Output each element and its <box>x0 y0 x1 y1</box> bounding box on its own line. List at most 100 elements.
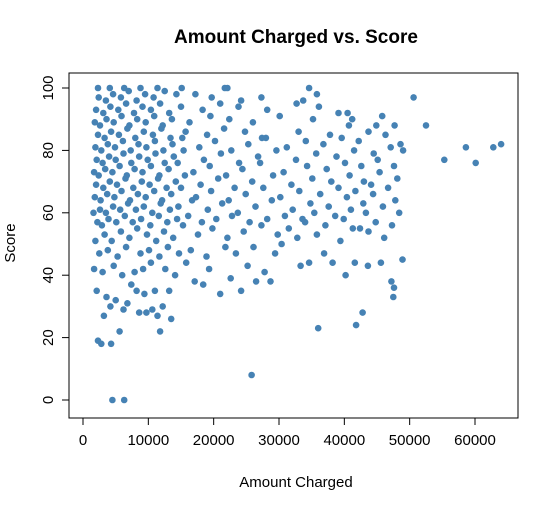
data-point-192 <box>181 172 189 179</box>
data-point-52 <box>171 271 179 279</box>
data-point-74 <box>232 250 240 257</box>
data-point-134 <box>102 209 110 217</box>
data-point-130 <box>379 203 387 210</box>
data-point-345 <box>117 94 125 101</box>
data-point-364 <box>154 84 161 92</box>
data-point-322 <box>348 115 356 123</box>
data-point-131 <box>395 209 403 217</box>
data-point-41 <box>364 262 372 270</box>
data-point-59 <box>305 259 313 267</box>
data-point-224 <box>323 165 331 173</box>
data-point-178 <box>352 187 359 195</box>
data-point-257 <box>104 140 112 148</box>
data-point-266 <box>179 134 186 142</box>
data-point-313 <box>159 122 166 129</box>
data-point-321 <box>335 109 342 117</box>
data-point-245 <box>273 147 280 154</box>
data-point-263 <box>151 137 159 145</box>
data-point-112 <box>129 218 136 226</box>
data-point-247 <box>312 150 320 157</box>
data-point-176 <box>316 190 324 198</box>
data-point-193 <box>197 181 204 188</box>
data-point-16 <box>154 312 161 320</box>
data-point-179 <box>367 181 375 188</box>
data-point-275 <box>338 134 346 142</box>
data-point-367 <box>305 84 313 92</box>
data-point-177 <box>335 184 342 192</box>
data-point-285 <box>115 131 123 139</box>
data-point-135 <box>109 203 117 210</box>
data-point-151 <box>307 200 314 207</box>
data-point-323 <box>378 112 386 120</box>
data-point-314 <box>168 115 176 123</box>
data-point-116 <box>164 218 171 226</box>
data-point-60 <box>329 259 336 267</box>
data-point-87 <box>126 234 133 242</box>
data-point-170 <box>207 187 215 195</box>
data-point-243 <box>235 159 243 167</box>
data-point-258 <box>111 144 119 151</box>
data-point-248 <box>333 153 340 160</box>
data-point-133 <box>96 206 104 213</box>
data-point-360 <box>94 84 102 92</box>
data-point-259 <box>119 137 127 145</box>
data-point-350 <box>161 87 168 95</box>
data-point-191 <box>172 178 180 185</box>
data-point-54 <box>205 265 213 273</box>
data-point-209 <box>116 162 123 170</box>
data-point-139 <box>140 203 148 210</box>
data-point-201 <box>346 172 353 179</box>
data-point-348 <box>141 90 149 98</box>
data-point-305 <box>96 122 104 129</box>
data-point-0 <box>109 396 116 404</box>
data-point-83 <box>92 237 99 245</box>
data-point-280 <box>490 144 497 151</box>
data-point-246 <box>292 156 300 164</box>
data-point-157 <box>91 193 99 201</box>
data-point-145 <box>204 206 212 213</box>
data-point-268 <box>211 137 219 145</box>
x-axis-label: Amount Charged <box>239 474 352 491</box>
data-point-13 <box>135 309 143 316</box>
data-point-358 <box>313 90 321 98</box>
data-point-295 <box>241 128 249 135</box>
data-point-303 <box>422 122 430 129</box>
data-point-335 <box>199 106 206 114</box>
data-point-108 <box>98 222 106 229</box>
x-axis: 0 10000 20000 30000 40000 50000 60000 <box>79 417 496 449</box>
chart-title: Amount Charged vs. Score <box>174 27 418 48</box>
data-point-298 <box>326 131 334 139</box>
data-point-225 <box>341 159 349 167</box>
data-point-69 <box>164 243 172 251</box>
data-point-27 <box>388 278 395 285</box>
data-point-146 <box>218 200 226 207</box>
data-point-62 <box>96 250 103 257</box>
x-tick-label-5: 50000 <box>389 432 431 449</box>
data-point-184 <box>113 181 121 188</box>
data-point-119 <box>198 218 206 226</box>
data-point-72 <box>203 253 210 260</box>
data-point-202 <box>360 178 368 185</box>
data-point-163 <box>134 190 142 198</box>
data-point-222 <box>280 168 287 176</box>
data-point-301 <box>373 122 380 129</box>
data-point-183 <box>106 178 114 185</box>
points-layer <box>90 84 505 404</box>
data-point-231 <box>105 153 113 160</box>
data-point-270 <box>245 140 252 148</box>
data-point-89 <box>143 231 151 238</box>
data-point-254 <box>472 159 480 167</box>
data-point-128 <box>347 206 355 213</box>
data-point-117 <box>173 215 181 223</box>
data-point-43 <box>399 256 406 263</box>
data-point-253 <box>441 156 448 164</box>
data-point-75 <box>250 243 257 251</box>
x-tick-label-1: 10000 <box>127 432 169 449</box>
data-point-1 <box>120 396 128 404</box>
data-point-46 <box>110 262 117 270</box>
data-point-105 <box>372 218 380 226</box>
data-point-66 <box>137 250 144 257</box>
data-point-206 <box>95 172 102 179</box>
data-point-233 <box>120 150 127 157</box>
data-point-86 <box>117 228 125 235</box>
